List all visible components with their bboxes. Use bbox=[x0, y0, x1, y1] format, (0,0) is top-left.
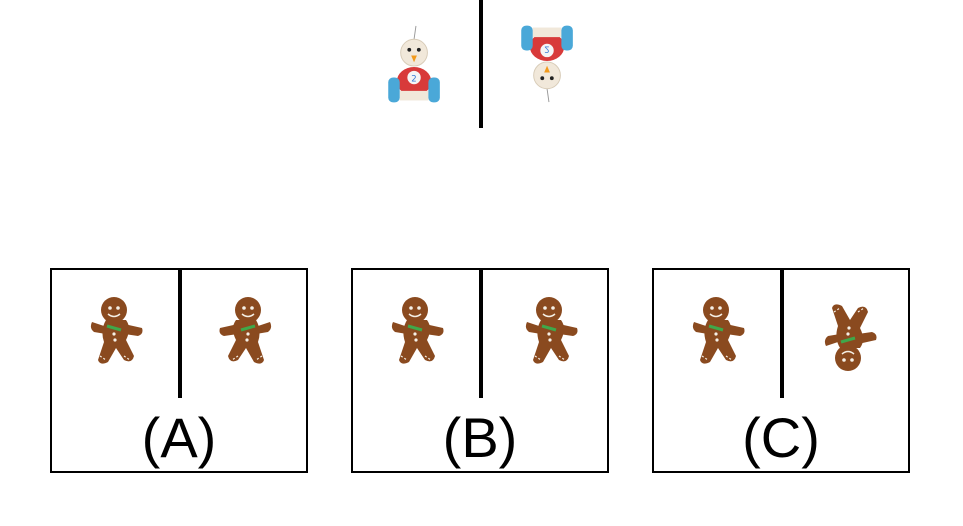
example-divider bbox=[479, 0, 483, 128]
option-label: (C) bbox=[742, 406, 820, 469]
gingerbread-man-same-icon bbox=[525, 294, 585, 374]
option-divider bbox=[780, 270, 784, 398]
option-divider bbox=[178, 270, 182, 398]
toy-car-icon bbox=[385, 24, 445, 110]
option-c[interactable]: (C) bbox=[652, 268, 910, 473]
example-pair bbox=[382, 0, 582, 130]
gingerbread-man-flipped-icon bbox=[824, 294, 884, 374]
gingerbread-man-icon bbox=[90, 294, 150, 374]
option-b[interactable]: (B) bbox=[351, 268, 609, 473]
option-label: (B) bbox=[442, 406, 518, 469]
option-a[interactable]: (A) bbox=[50, 268, 308, 473]
toy-car-flipped-icon bbox=[518, 18, 578, 104]
gingerbread-man-icon bbox=[391, 294, 451, 374]
gingerbread-man-mirrored-icon bbox=[212, 294, 272, 374]
gingerbread-man-icon bbox=[692, 294, 752, 374]
option-label: (A) bbox=[141, 406, 217, 469]
option-divider bbox=[479, 270, 483, 398]
